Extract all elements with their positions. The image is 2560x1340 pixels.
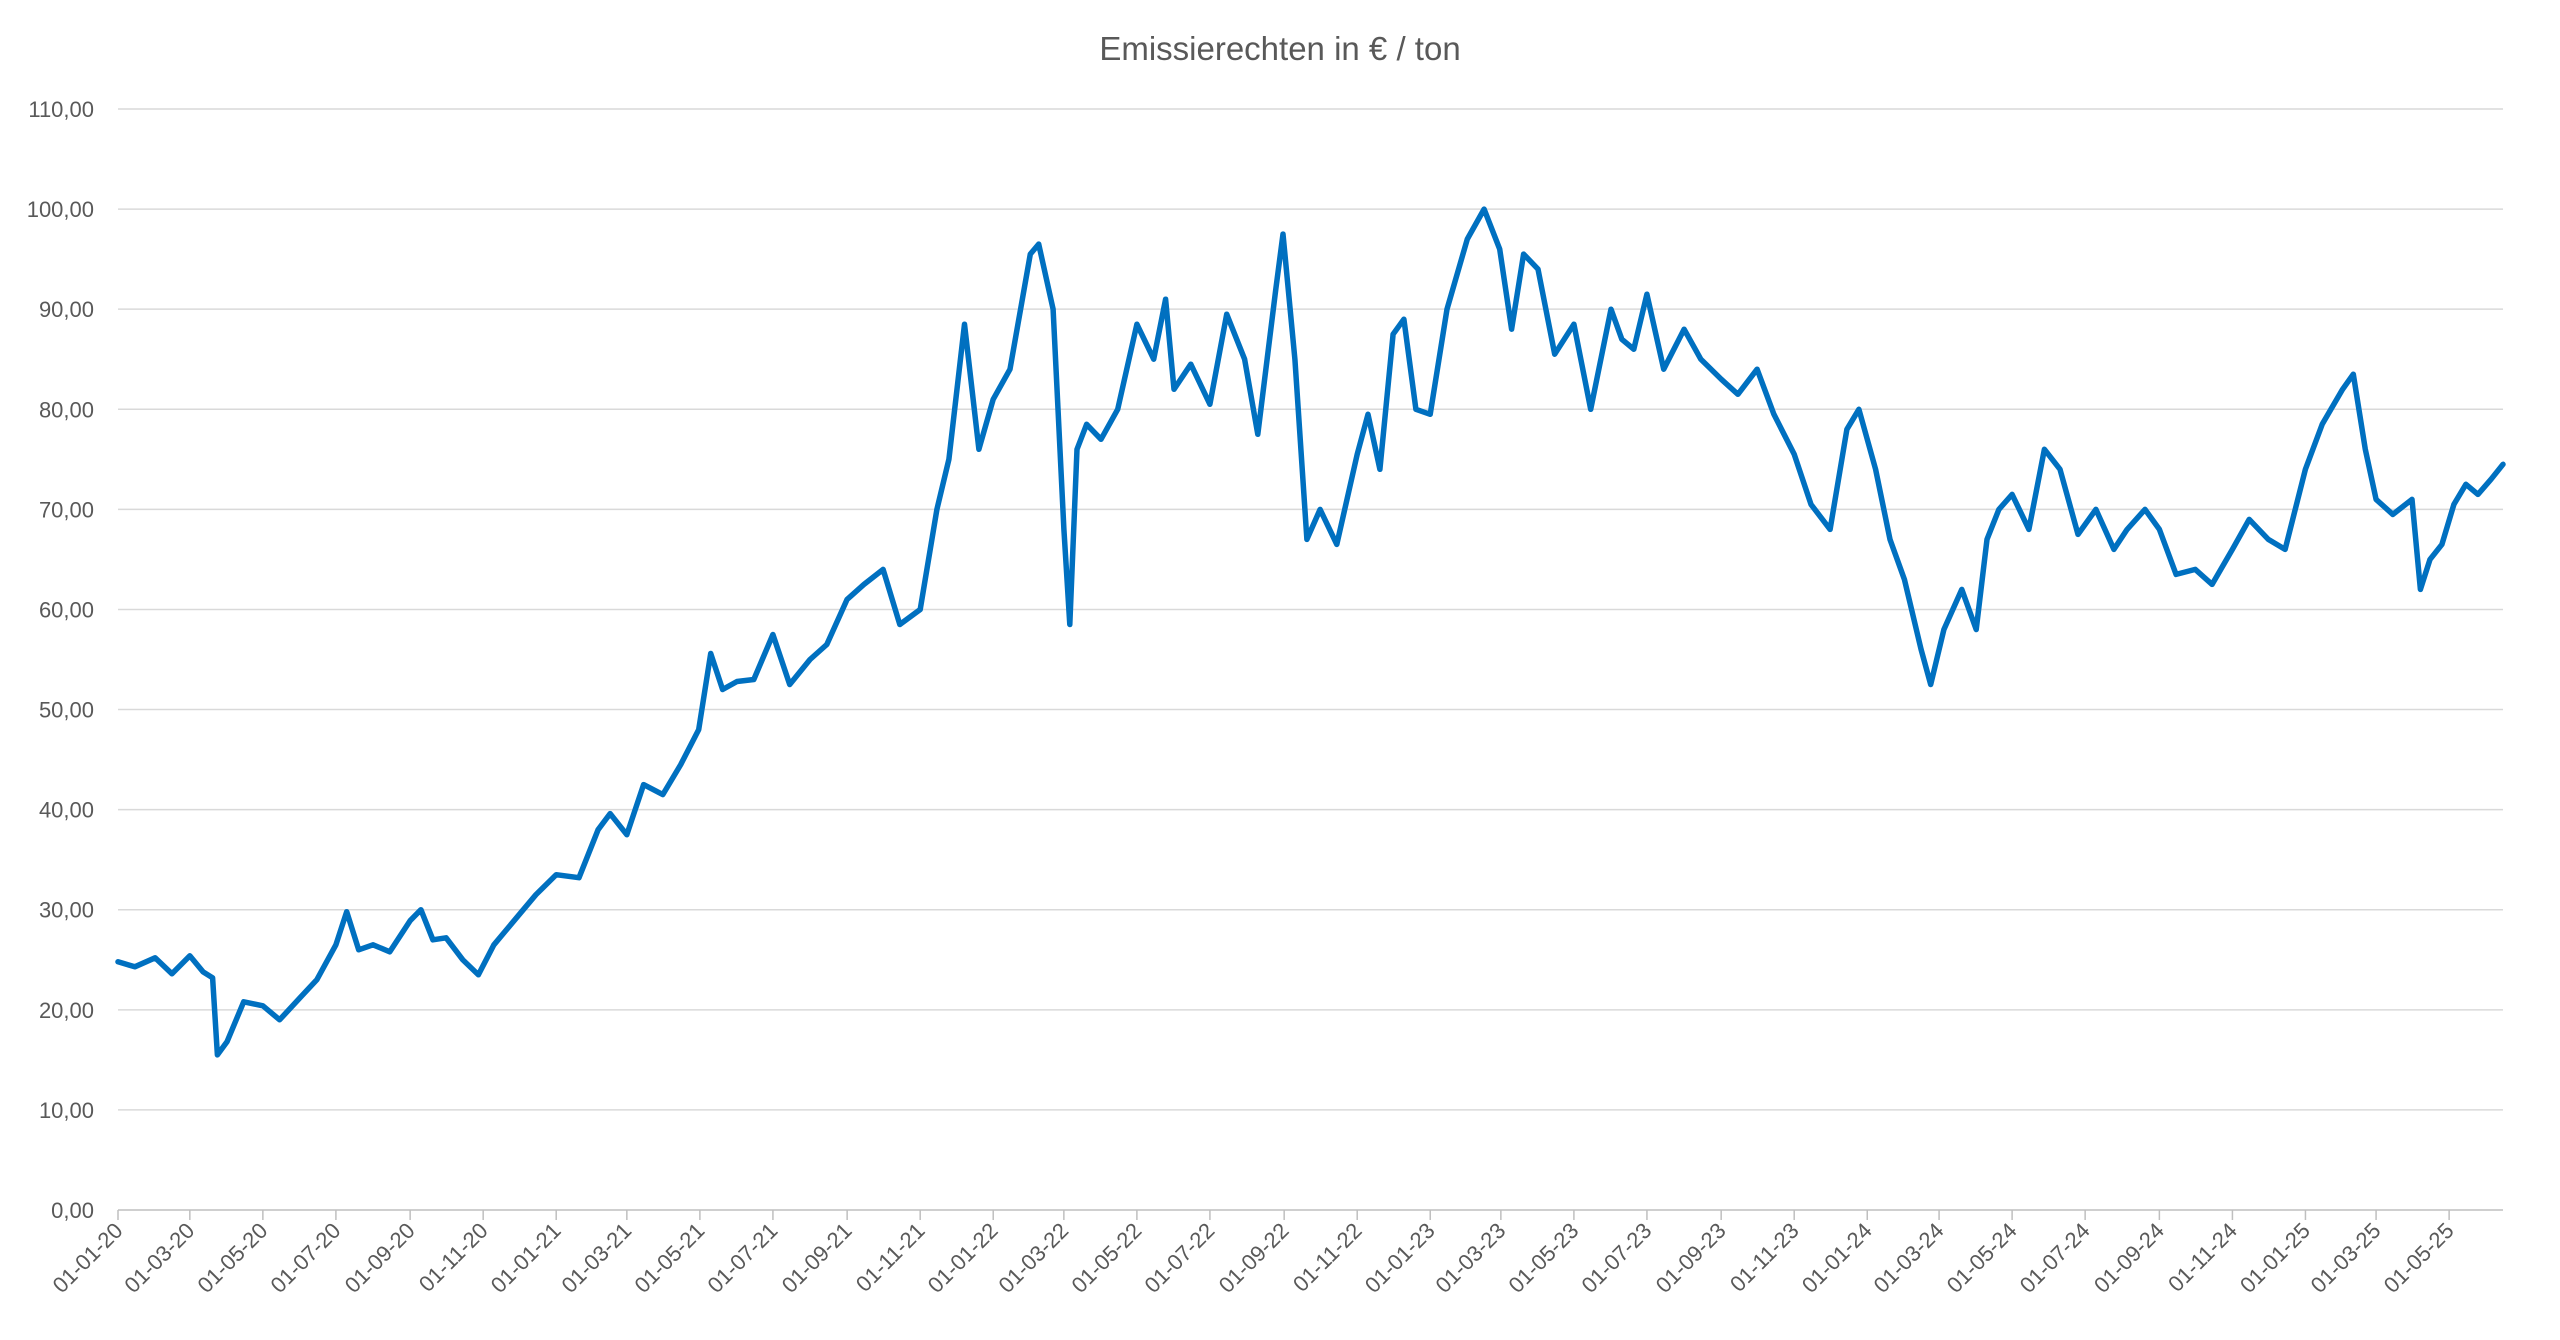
x-tick-label: 01-01-22: [923, 1218, 1003, 1298]
x-tick-label: 01-03-21: [556, 1218, 636, 1298]
x-tick-label: 01-03-20: [119, 1218, 199, 1298]
x-tick-label: 01-11-24: [2163, 1218, 2242, 1297]
x-tick-label: 01-01-23: [1360, 1218, 1440, 1298]
y-tick-label: 110,00: [28, 97, 94, 122]
x-tick-label: 01-07-21: [702, 1218, 782, 1298]
x-tick-labels: 01-01-2001-03-2001-05-2001-07-2001-09-20…: [48, 1218, 2459, 1298]
price-series-line: [115, 206, 2506, 1058]
x-tick-label: 01-09-22: [1214, 1218, 1294, 1298]
y-tick-label: 80,00: [39, 397, 94, 422]
y-tick-label: 50,00: [39, 698, 94, 723]
x-tick-label: 01-05-22: [1066, 1218, 1146, 1298]
x-tick-label: 01-11-23: [1725, 1218, 1804, 1297]
x-tick-label: 01-05-25: [2379, 1218, 2459, 1298]
x-tick-label: 01-05-21: [629, 1218, 709, 1298]
y-tick-labels: 0,00 10,00 20,00 30,00 40,00 50,00 60,00 70,00 8…: [27, 97, 94, 1223]
x-tick-label: 01-09-20: [340, 1218, 420, 1298]
y-tick-label: 70,00: [39, 497, 94, 522]
y-tick-label: 60,00: [39, 597, 94, 622]
grid-group: [117, 108, 2503, 1220]
x-tick-label: 01-01-25: [2235, 1218, 2315, 1298]
y-tick-label: 0,00: [51, 1198, 94, 1223]
x-tick-label: 01-03-22: [993, 1218, 1073, 1298]
x-tick-label: 01-07-20: [265, 1218, 345, 1298]
x-tick-label: 01-11-21: [851, 1218, 930, 1297]
chart-title: Emissierechten in € / ton: [1099, 30, 1460, 67]
x-tick-label: 01-01-24: [1797, 1218, 1877, 1298]
x-tick-label: 01-11-20: [414, 1218, 493, 1297]
series-group: [115, 206, 2506, 1058]
y-tick-label: 20,00: [39, 998, 94, 1023]
x-tick-label: 01-09-21: [777, 1218, 857, 1298]
x-tick-label: 01-07-22: [1140, 1218, 1220, 1298]
y-tick-label: 90,00: [39, 297, 94, 322]
y-tick-label: 10,00: [39, 1098, 94, 1123]
x-tick-label: 01-01-20: [48, 1218, 128, 1298]
x-tick-label: 01-11-22: [1288, 1218, 1367, 1297]
x-tick-label: 01-03-23: [1430, 1218, 1510, 1298]
x-tick-label: 01-03-25: [2306, 1218, 2386, 1298]
x-tick-label: 01-05-23: [1503, 1218, 1583, 1298]
y-tick-label: 100,00: [27, 197, 94, 222]
x-tick-label: 01-07-24: [2015, 1218, 2095, 1298]
x-tick-label: 01-05-20: [192, 1218, 272, 1298]
x-tick-label: 01-09-24: [2089, 1218, 2169, 1298]
y-tick-label: 40,00: [39, 798, 94, 823]
x-tick-label: 01-07-23: [1577, 1218, 1657, 1298]
x-tick-label: 01-01-21: [486, 1218, 566, 1298]
x-tick-label: 01-09-23: [1651, 1218, 1731, 1298]
x-tick-label: 01-05-24: [1942, 1218, 2022, 1298]
y-tick-label: 30,00: [39, 898, 94, 923]
x-tick-label: 01-03-24: [1869, 1218, 1949, 1298]
